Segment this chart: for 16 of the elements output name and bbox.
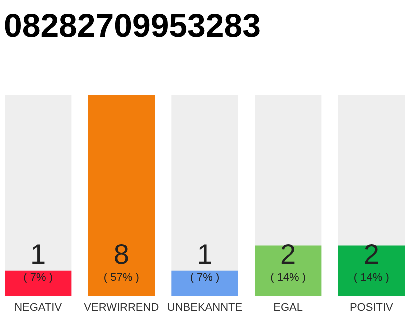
annotation: ( 7% ) [24,272,54,284]
data-label: 2 [364,239,380,270]
data-label: 2 [280,239,296,270]
x-tick-label: NEGATIV [14,302,63,314]
x-tick-label: POSITIV [350,302,394,314]
x-tick-label: EGAL [274,302,304,314]
annotation: ( 14% ) [354,272,390,284]
annotation: ( 57% ) [104,272,140,284]
x-tick-label: VERWIRREND [84,302,160,314]
annotation: ( 7% ) [190,272,220,284]
annotation: ( 14% ) [270,272,306,284]
x-tick-label: UNBEKANNTE [167,302,243,314]
data-label: 8 [114,239,130,270]
chart-title: 08282709953283 [4,7,261,44]
data-label: 1 [197,239,213,270]
data-label: 1 [30,239,46,270]
